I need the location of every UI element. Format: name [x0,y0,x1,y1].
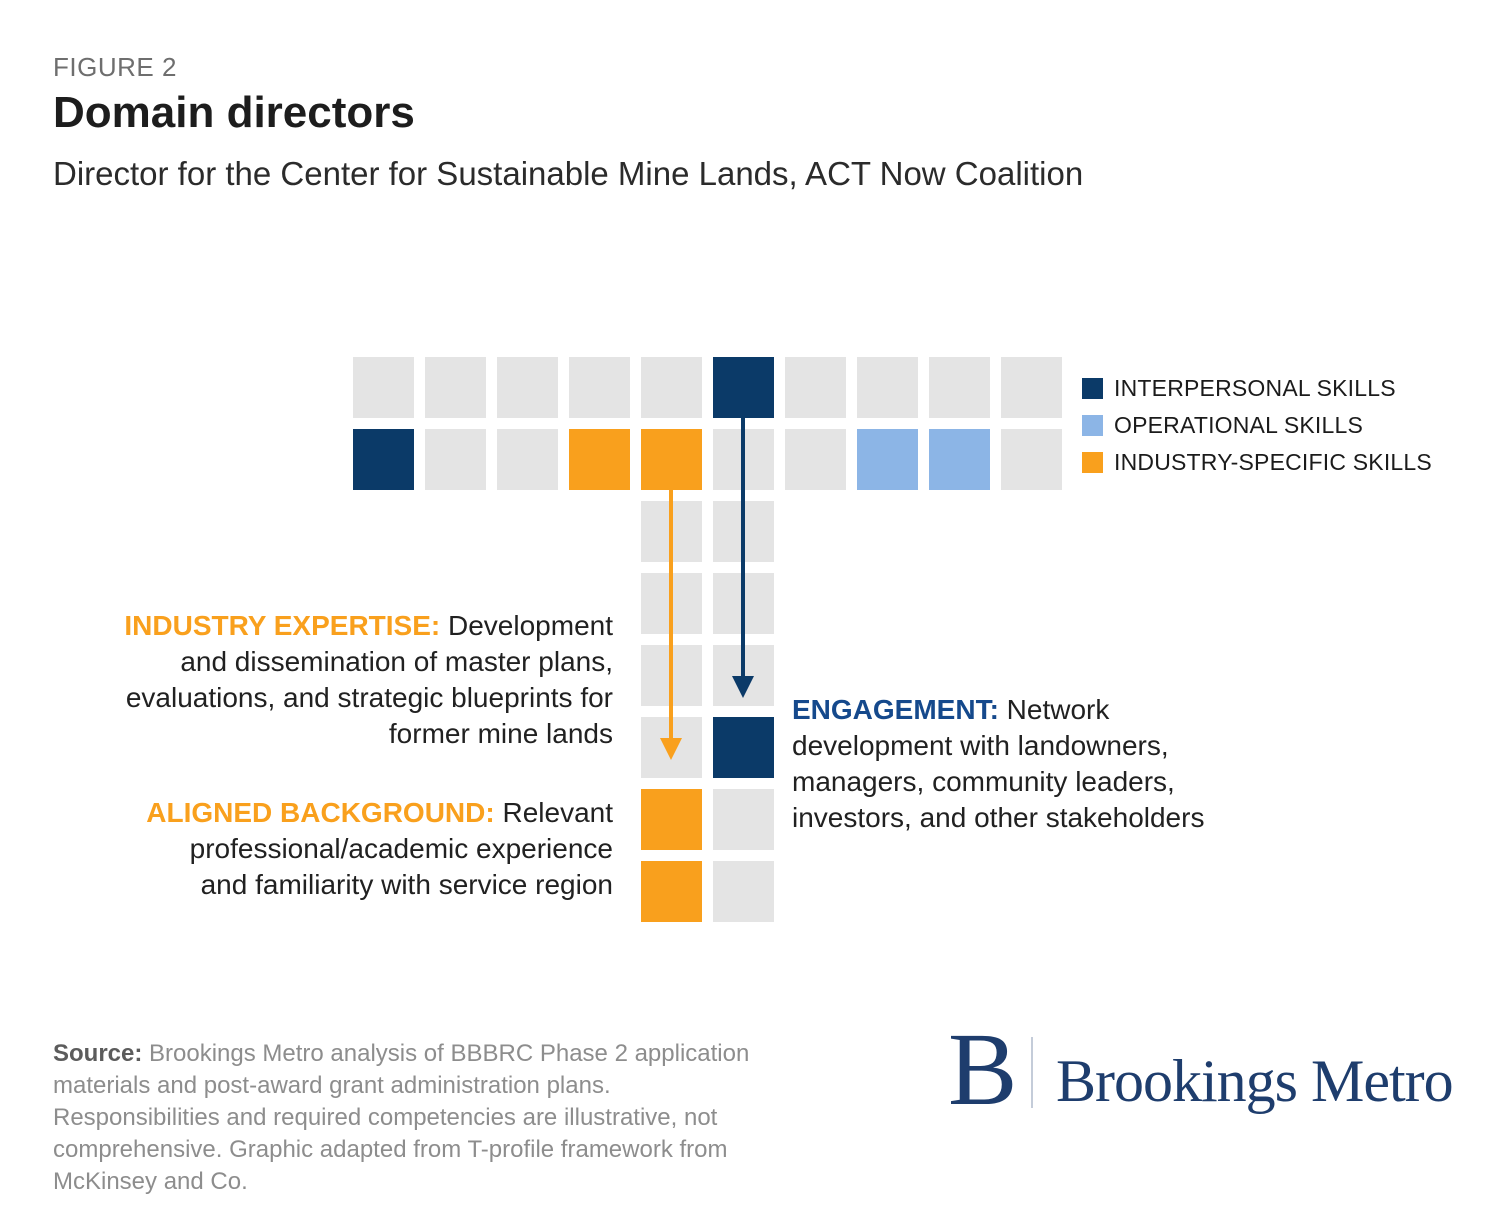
logo-divider [1031,1037,1033,1108]
legend-item-navy: INTERPERSONAL SKILLS [1082,374,1432,401]
aligned-background-line: and familiarity with service region [200,869,613,900]
industry-expertise-line: evaluations, and strategic blueprints fo… [125,682,613,713]
legend-label: OPERATIONAL SKILLS [1114,411,1364,438]
grid-square-gray [713,861,774,922]
industry-expertise-line: and dissemination of master plans, [180,646,613,677]
grid-square-orange [569,429,630,490]
engagement-annotation: ENGAGEMENT: Network development with land… [792,692,1312,836]
brookings-b-logo-icon: B [948,1012,1018,1127]
source-line: materials and post-award grant administr… [53,1072,611,1099]
grid-square-gray [1001,357,1062,418]
grid-square-gray [1001,429,1062,490]
grid-square-blue [857,429,918,490]
grid-square-blue [929,429,990,490]
brookings-metro-wordmark: Brookings Metro [1056,1048,1454,1114]
engagement-arrow-line [741,417,745,677]
grid-square-orange [641,861,702,922]
grid-square-gray [785,429,846,490]
legend-swatch-blue-icon [1082,414,1103,436]
grid-square-orange [641,789,702,850]
legend-swatch-navy-icon [1082,377,1103,399]
industry-expertise-line: INDUSTRY EXPERTISE: Development [124,610,613,641]
grid-square-gray [713,789,774,850]
source-label: Source: [53,1040,143,1067]
aligned-background-line: ALIGNED BACKGROUND: Relevant [146,797,613,828]
grid-square-gray [569,357,630,418]
page-subtitle: Director for the Center for Sustainable … [53,155,1084,192]
source-line: Responsibilities and required competenci… [53,1104,718,1131]
legend-label: INDUSTRY-SPECIFIC SKILLS [1114,448,1432,475]
grid-square-gray [425,429,486,490]
page-title: Domain directors [53,88,415,137]
source-line: comprehensive. Graphic adapted from T-pr… [53,1136,728,1163]
industry-expertise-line: former mine lands [388,718,613,749]
aligned-background-label: ALIGNED BACKGROUND: [146,797,495,828]
grid-square-orange [641,429,702,490]
t-grid [353,357,1073,927]
industry-arrow-line [669,489,673,739]
grid-square-gray [929,357,990,418]
grid-square-navy [353,429,414,490]
engagement-line: development with landowners, [792,730,1169,761]
legend-label: INTERPERSONAL SKILLS [1114,374,1396,401]
legend-swatch-orange-icon [1082,451,1103,473]
grid-square-gray [641,357,702,418]
industry-expertise-annotation: INDUSTRY EXPERTISE: Development and disse… [13,608,613,752]
grid-square-navy [713,357,774,418]
grid-square-gray [497,429,558,490]
figure-number-label: FIGURE 2 [53,52,177,82]
grid-square-gray [857,357,918,418]
aligned-background-annotation: ALIGNED BACKGROUND: Relevant professional… [13,795,613,903]
source-line: McKinsey and Co. [53,1168,248,1195]
engagement-line: investors, and other stakeholders [792,802,1205,833]
grid-square-navy [713,717,774,778]
engagement-label: ENGAGEMENT: [792,694,999,725]
engagement-line: managers, community leaders, [792,766,1175,797]
grid-square-gray [353,357,414,418]
legend: INTERPERSONAL SKILLS OPERATIONAL SKILLS IN… [1082,374,1432,488]
grid-square-gray [425,357,486,418]
engagement-arrow-head-icon [732,676,754,698]
source-line: Source: Brookings Metro analysis of BBBR… [53,1040,750,1067]
engagement-line: ENGAGEMENT: Network [792,694,1110,725]
industry-arrow-head-icon [660,738,682,760]
grid-square-gray [785,357,846,418]
aligned-background-line: professional/academic experience [189,833,613,864]
legend-item-orange: INDUSTRY-SPECIFIC SKILLS [1082,448,1432,475]
legend-item-blue: OPERATIONAL SKILLS [1082,411,1432,438]
grid-square-gray [497,357,558,418]
industry-expertise-label: INDUSTRY EXPERTISE: [124,610,441,641]
source-note: Source: Brookings Metro analysis of BBBR… [53,1038,883,1198]
